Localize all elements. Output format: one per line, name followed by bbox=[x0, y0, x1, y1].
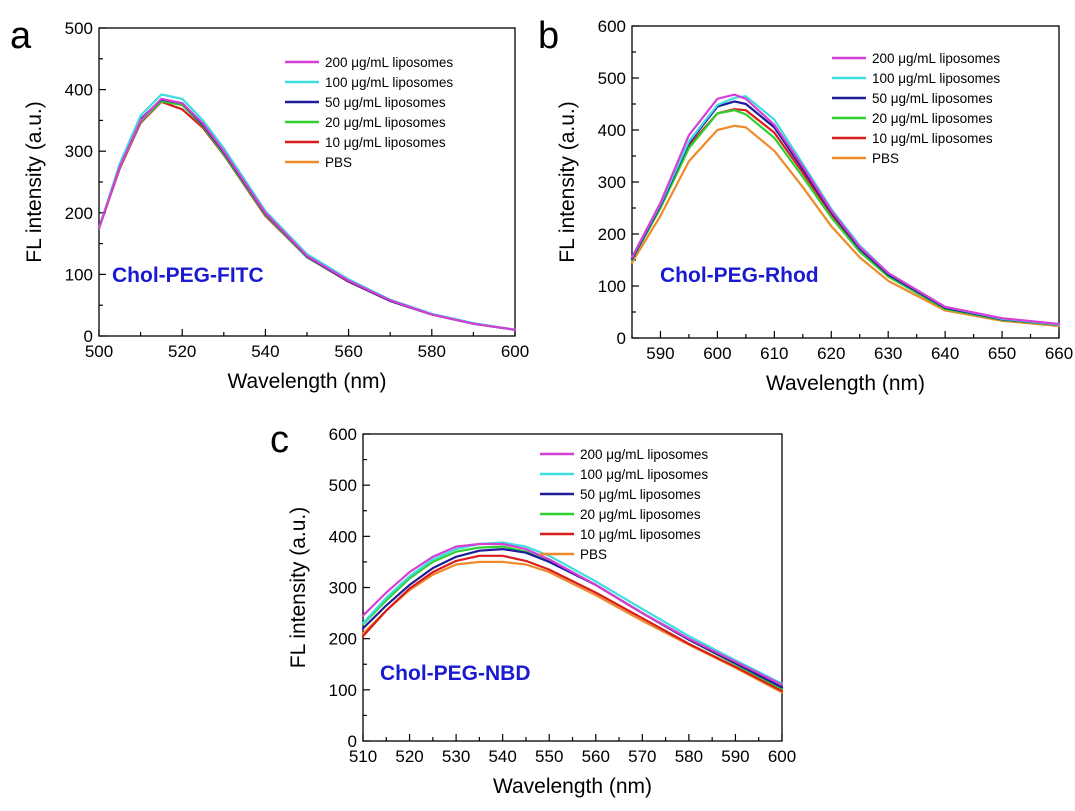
x-tick-label: 620 bbox=[817, 344, 845, 363]
legend-entry: 200 μg/mL liposomes bbox=[325, 55, 453, 70]
x-axis-label: Wavelength (nm) bbox=[766, 372, 925, 395]
panel-letter: c bbox=[270, 419, 289, 461]
legend-entry: 50 μg/mL liposomes bbox=[325, 95, 446, 110]
x-tick-label: 600 bbox=[501, 342, 529, 361]
panel-a: a 500 520 540 560 580 600 0 100 200 300 400 500 Wavel… bbox=[10, 15, 529, 393]
series-line-200 bbox=[630, 93, 1061, 326]
legend-entry: 10 μg/mL liposomes bbox=[872, 131, 993, 146]
series-line-PBS bbox=[361, 560, 784, 694]
legend-entry: PBS bbox=[580, 547, 607, 562]
legend-entry: PBS bbox=[872, 151, 899, 166]
x-tick-label: 640 bbox=[931, 344, 959, 363]
x-tick-label: 660 bbox=[1045, 344, 1073, 363]
x-axis-label: Wavelength (nm) bbox=[227, 370, 386, 393]
x-tick-label: 560 bbox=[334, 342, 362, 361]
x-tick-label: 560 bbox=[582, 747, 610, 766]
series-line-100 bbox=[97, 93, 517, 331]
legend: 200 μg/mL liposomes 100 μg/mL liposomes 50… bbox=[832, 51, 1000, 166]
y-tick-label: 200 bbox=[329, 630, 357, 649]
y-tick-label: 500 bbox=[329, 476, 357, 495]
series-line-PBS bbox=[630, 124, 1061, 328]
y-axis-label: FL intensity (a.u.) bbox=[556, 101, 579, 262]
dye-annotation: Chol-PEG-Rhod bbox=[660, 264, 819, 287]
legend-entry: 100 μg/mL liposomes bbox=[872, 71, 1000, 86]
y-tick-label: 400 bbox=[598, 121, 626, 140]
series-line-100 bbox=[630, 95, 1061, 326]
panel-letter: b bbox=[538, 15, 559, 57]
legend-entry: 20 μg/mL liposomes bbox=[580, 507, 701, 522]
legend-entry: 20 μg/mL liposomes bbox=[872, 111, 993, 126]
x-axis-label: Wavelength (nm) bbox=[493, 775, 652, 798]
legend-entry: 50 μg/mL liposomes bbox=[580, 487, 701, 502]
y-tick-label: 500 bbox=[65, 19, 93, 38]
series-line-50 bbox=[97, 98, 517, 331]
series-line-100 bbox=[361, 541, 784, 685]
series-line-10 bbox=[630, 108, 1061, 327]
y-tick-label: 0 bbox=[84, 327, 93, 346]
dye-annotation: Chol-PEG-NBD bbox=[380, 662, 531, 685]
x-tick-label: 580 bbox=[418, 342, 446, 361]
x-tick-label: 540 bbox=[488, 747, 516, 766]
x-tick-label: 600 bbox=[703, 344, 731, 363]
legend-entry: 10 μg/mL liposomes bbox=[580, 527, 701, 542]
legend-entry: PBS bbox=[325, 155, 352, 170]
legend: 200 μg/mL liposomes 100 μg/mL liposomes 50… bbox=[285, 55, 453, 170]
legend-entry: 20 μg/mL liposomes bbox=[325, 115, 446, 130]
y-tick-label: 300 bbox=[329, 579, 357, 598]
y-tick-label: 400 bbox=[329, 527, 357, 546]
x-tick-label: 550 bbox=[535, 747, 563, 766]
series-line-200 bbox=[361, 542, 784, 686]
y-axis-label: FL intensity (a.u.) bbox=[23, 101, 46, 262]
x-tick-label: 570 bbox=[628, 747, 656, 766]
y-tick-label: 500 bbox=[598, 69, 626, 88]
y-tick-label: 0 bbox=[617, 329, 626, 348]
legend-entry: 50 μg/mL liposomes bbox=[872, 91, 993, 106]
legend-entry: 200 μg/mL liposomes bbox=[580, 447, 708, 462]
x-tick-label: 610 bbox=[760, 344, 788, 363]
x-tick-label: 510 bbox=[349, 747, 377, 766]
x-tick-label: 630 bbox=[874, 344, 902, 363]
legend-entry: 10 μg/mL liposomes bbox=[325, 135, 446, 150]
dye-annotation: Chol-PEG-FITC bbox=[112, 264, 264, 287]
y-tick-label: 600 bbox=[329, 425, 357, 444]
x-tick-label: 600 bbox=[768, 747, 796, 766]
panel-c: c 510 520 530 540 550 560 570 580 590 600 0 100 200 30… bbox=[270, 419, 796, 798]
legend-entry: 100 μg/mL liposomes bbox=[325, 75, 453, 90]
x-tick-label: 590 bbox=[721, 747, 749, 766]
series-line-200 bbox=[97, 97, 517, 331]
legend: 200 μg/mL liposomes 100 μg/mL liposomes 50… bbox=[540, 447, 708, 562]
plot-frame bbox=[362, 433, 783, 742]
legend-entry: 100 μg/mL liposomes bbox=[580, 467, 708, 482]
y-tick-label: 100 bbox=[329, 681, 357, 700]
legend-entry: 200 μg/mL liposomes bbox=[872, 51, 1000, 66]
panel-b: b 590 600 610 620 630 640 650 660 0 100 200 300 400 50… bbox=[538, 15, 1073, 395]
x-tick-label: 530 bbox=[442, 747, 470, 766]
y-tick-label: 400 bbox=[65, 81, 93, 100]
series-line-20 bbox=[97, 100, 517, 331]
series-line-10 bbox=[97, 100, 517, 331]
x-tick-label: 590 bbox=[646, 344, 674, 363]
x-tick-label: 520 bbox=[395, 747, 423, 766]
y-tick-label: 100 bbox=[65, 265, 93, 284]
y-tick-label: 300 bbox=[598, 173, 626, 192]
y-tick-label: 200 bbox=[65, 204, 93, 223]
x-tick-label: 520 bbox=[168, 342, 196, 361]
x-tick-label: 650 bbox=[988, 344, 1016, 363]
panel-letter: a bbox=[10, 15, 32, 57]
y-tick-label: 200 bbox=[598, 225, 626, 244]
x-tick-label: 580 bbox=[675, 747, 703, 766]
y-axis-label: FL intensity (a.u.) bbox=[287, 507, 310, 668]
x-tick-label: 500 bbox=[85, 342, 113, 361]
series-line-50 bbox=[630, 100, 1061, 326]
y-tick-label: 600 bbox=[598, 17, 626, 36]
series-line-20 bbox=[630, 109, 1061, 327]
y-tick-label: 0 bbox=[348, 732, 357, 751]
series-line-10 bbox=[361, 554, 784, 693]
x-tick-label: 540 bbox=[251, 342, 279, 361]
y-tick-label: 300 bbox=[65, 142, 93, 161]
series-line-PBS bbox=[97, 98, 517, 331]
y-tick-label: 100 bbox=[598, 277, 626, 296]
